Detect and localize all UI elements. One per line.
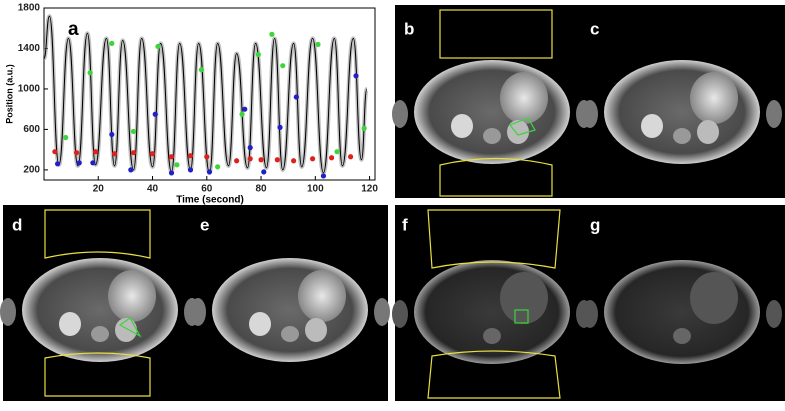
point: [293, 94, 299, 100]
y-tick-label: 600: [23, 124, 40, 135]
x-tick-label: 20: [93, 184, 105, 195]
point: [63, 134, 69, 141]
point: [320, 173, 327, 179]
point: [269, 31, 275, 37]
chart: 20 40 60 80 100 120 200 600 1000 1400 1800: [18, 3, 379, 195]
point: [204, 154, 210, 160]
point: [90, 160, 96, 166]
x-tick-label: 80: [255, 184, 267, 195]
point: [92, 149, 99, 155]
x-tick-label: 40: [147, 184, 159, 195]
panel-label: g: [590, 215, 600, 234]
point: [152, 111, 158, 117]
point: [52, 149, 58, 155]
point: [168, 154, 175, 160]
point: [334, 149, 340, 155]
point: [261, 169, 267, 175]
y-axis-label: Position (a.u.): [4, 64, 14, 124]
panel-label: a: [68, 19, 79, 40]
point: [258, 157, 264, 163]
point: [255, 51, 261, 58]
panel-label: d: [12, 215, 22, 234]
panel-label: c: [590, 19, 599, 38]
point: [328, 155, 335, 161]
y-tick-label: 1400: [18, 43, 41, 54]
signal-line: [43, 15, 368, 174]
point: [111, 151, 118, 157]
point: [155, 43, 161, 50]
point: [187, 153, 194, 159]
point: [187, 167, 194, 173]
point: [149, 151, 156, 157]
point: [277, 124, 283, 130]
y-tick-label: 200: [23, 165, 40, 176]
point: [242, 106, 248, 112]
point: [130, 150, 137, 156]
image-panel-bc: b c: [392, 5, 785, 198]
point: [347, 154, 354, 160]
panel-label: f: [402, 215, 408, 234]
image-panel-de: d e: [0, 205, 390, 401]
point: [280, 63, 286, 69]
x-tick-label: 60: [201, 184, 213, 195]
point: [353, 73, 359, 79]
point: [274, 157, 280, 163]
x-tick-label: 100: [307, 184, 324, 195]
y-tick-label: 1800: [18, 3, 41, 14]
point: [128, 167, 134, 173]
point: [87, 70, 93, 76]
point: [76, 160, 82, 166]
panel-label: b: [404, 19, 414, 38]
point: [247, 145, 253, 151]
point: [361, 125, 367, 131]
point: [247, 156, 253, 162]
point: [315, 41, 321, 48]
point: [73, 150, 80, 156]
point: [309, 156, 316, 162]
point: [130, 128, 137, 135]
panel-label: e: [200, 215, 209, 234]
point: [198, 67, 204, 73]
x-tick-label: 120: [361, 184, 378, 195]
point: [174, 162, 180, 168]
image-panel-fg: f g: [392, 205, 785, 401]
point: [54, 161, 61, 167]
point: [291, 158, 297, 164]
point: [109, 40, 115, 47]
point: [215, 164, 221, 170]
point: [239, 111, 245, 117]
point: [234, 158, 240, 164]
point: [206, 169, 213, 175]
y-tick-label: 1000: [18, 84, 41, 95]
x-axis-label: Time (second): [176, 195, 244, 206]
point: [109, 131, 115, 138]
point: [168, 170, 175, 176]
